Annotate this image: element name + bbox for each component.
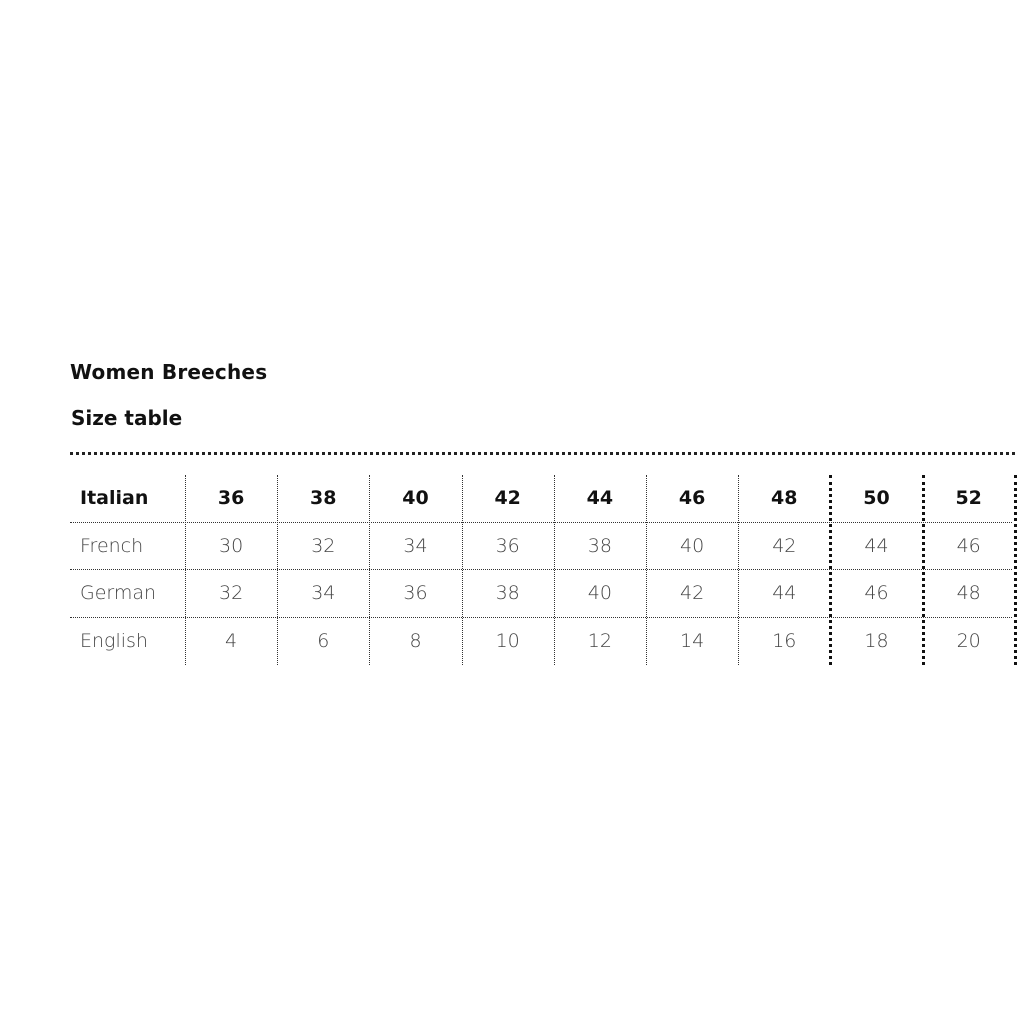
page-title: Women Breeches (70, 360, 268, 384)
table-cell: 48 (956, 582, 981, 604)
table-cell: 42 (772, 534, 797, 557)
divider (70, 452, 1015, 455)
table-cell: 52 (955, 487, 982, 509)
table-cell: 20 (956, 629, 981, 652)
table-cell: 40 (402, 487, 429, 509)
table-cell: 50 (863, 487, 890, 509)
table-cell: 4 (225, 629, 238, 652)
column-divider (646, 475, 647, 665)
table-cell: 42 (494, 487, 521, 509)
table-cell: 48 (771, 487, 798, 509)
table-cell: 36 (403, 582, 428, 604)
column-divider (277, 475, 279, 665)
table-cell: 46 (864, 582, 889, 604)
row-label: Italian (80, 487, 149, 509)
table-cell: 32 (311, 534, 336, 557)
column-divider (185, 475, 186, 665)
column-divider (921, 475, 925, 665)
column-divider (369, 475, 371, 665)
table-cell: 8 (409, 629, 422, 652)
table-cell: 16 (772, 629, 797, 652)
column-divider (461, 475, 463, 665)
row-label: English (80, 629, 148, 652)
table-cell: 40 (680, 534, 705, 557)
table-cell: 44 (586, 487, 614, 509)
table-row: French 30 32 34 36 38 40 42 44 46 (70, 523, 1012, 571)
table-cell: 36 (217, 487, 245, 509)
table-cell: 10 (495, 629, 520, 652)
table-cell: 46 (956, 534, 981, 557)
table-cell: 38 (310, 487, 337, 509)
column-divider (553, 475, 555, 665)
column-divider (738, 475, 740, 665)
table-row: English 4 6 8 10 12 14 16 18 20 (70, 618, 1012, 666)
table-cell: 34 (311, 582, 336, 604)
column-divider (829, 475, 833, 665)
column-divider (1013, 475, 1017, 665)
table-cell: 32 (219, 582, 244, 604)
table-cell: 44 (772, 582, 797, 604)
table-cell: 38 (587, 534, 612, 557)
row-divider (70, 569, 1012, 570)
table-cell: 38 (495, 582, 520, 604)
table-row: German 32 34 36 38 40 42 44 46 48 (70, 570, 1012, 618)
row-label: German (80, 582, 157, 604)
row-label: French (80, 534, 144, 557)
table-cell: 34 (403, 534, 428, 557)
table-cell: 40 (587, 582, 612, 604)
table-cell: 12 (587, 629, 612, 652)
section-subtitle: Size table (71, 406, 183, 430)
table-cell: 36 (495, 534, 520, 557)
table-cell: 46 (678, 487, 706, 509)
table-cell: 18 (864, 629, 889, 652)
row-divider (70, 616, 1012, 618)
size-table: Italian 36 38 40 42 44 46 48 50 52 French 30 32 34 36 3… (70, 475, 1017, 666)
table-cell: 30 (219, 534, 244, 557)
table-header-row: Italian 36 38 40 42 44 46 48 50 52 (70, 475, 1012, 523)
table-cell: 44 (864, 534, 889, 557)
table-cell: 14 (680, 629, 705, 652)
table-cell: 42 (680, 582, 705, 604)
table-cell: 6 (317, 629, 330, 652)
row-divider (70, 521, 1012, 523)
